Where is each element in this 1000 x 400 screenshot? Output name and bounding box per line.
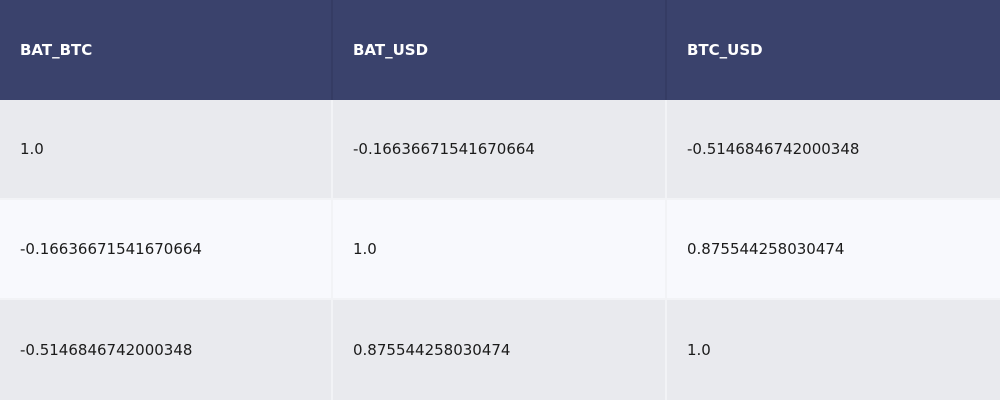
- table-cell: 0.875544258030474: [333, 300, 667, 400]
- column-header-bat-btc[interactable]: BAT_BTC: [0, 0, 333, 100]
- table-cell: -0.16636671541670664: [333, 100, 667, 200]
- column-header-btc-usd[interactable]: BTC_USD: [667, 0, 1000, 100]
- table-cell: -0.16636671541670664: [0, 200, 333, 300]
- table-cell: -0.5146846742000348: [667, 100, 1000, 200]
- table-cell: 0.875544258030474: [667, 200, 1000, 300]
- table-cell: 1.0: [667, 300, 1000, 400]
- column-header-bat-usd[interactable]: BAT_USD: [333, 0, 667, 100]
- table-cell: -0.5146846742000348: [0, 300, 333, 400]
- table-cell: 1.0: [333, 200, 667, 300]
- table-cell: 1.0: [0, 100, 333, 200]
